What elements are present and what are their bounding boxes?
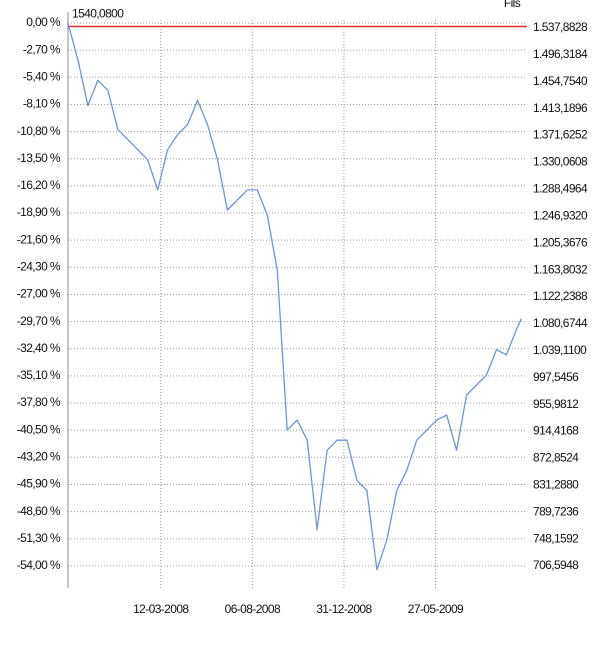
y-tick-label: -24,30 %	[17, 259, 61, 273]
y2-tick-label: 872,8524	[533, 451, 579, 465]
y-tick-label: -54,00 %	[17, 558, 61, 572]
y-tick-label: -5,40 %	[23, 69, 61, 83]
y2-tick-label: 1.537,8828	[533, 20, 588, 34]
y-tick-label: -37,80 %	[17, 395, 61, 409]
y-tick-label: -18,90 %	[17, 205, 61, 219]
x-tick-label: 06-08-2008	[225, 602, 281, 616]
line-series	[67, 22, 522, 571]
y-tick-label: -13,50 %	[17, 151, 61, 165]
y2-tick-label: 1.039,1100	[533, 343, 587, 357]
y2-tick-label: 1.122,2388	[533, 289, 588, 303]
y2-tick-label: 748,1592	[533, 531, 579, 545]
y2-tick-label: 831,2880	[533, 477, 579, 491]
y-tick-label: -51,30 %	[17, 531, 61, 545]
y2-axis-label: Fils	[504, 0, 521, 10]
y2-tick-label: 1.496,3184	[533, 47, 588, 61]
y2-tick-label: 1.413,1896	[533, 101, 588, 115]
x-tick-label: 27-05-2009	[408, 602, 464, 616]
y2-tick-label: 955,9812	[533, 397, 579, 411]
y2-tick-label: 1.288,4964	[533, 182, 588, 196]
y2-tick-label: 1.330,0608	[533, 155, 588, 169]
y2-tick-label: 914,4168	[533, 424, 579, 438]
y-tick-label: 0,00 %	[26, 15, 61, 29]
y-tick-label: -27,00 %	[17, 287, 61, 301]
y2-tick-label: 1.080,6744	[533, 316, 588, 330]
y2-tick-label: 1.454,7540	[533, 74, 588, 88]
y2-tick-label: 1.246,9320	[533, 208, 588, 222]
y2-tick-label: 789,7236	[533, 504, 579, 518]
y-tick-label: -48,60 %	[17, 504, 61, 518]
y-tick-label: -32,40 %	[17, 341, 61, 355]
y2-tick-label: 997,5456	[533, 370, 579, 384]
y2-tick-label: 1.205,3676	[533, 235, 588, 249]
y-tick-label: -35,10 %	[17, 368, 61, 382]
y-tick-label: -8,10 %	[23, 97, 61, 111]
y2-tick-label: 1.163,8032	[533, 262, 588, 276]
y-tick-label: -16,20 %	[17, 178, 61, 192]
y2-tick-label: 706,5948	[533, 558, 579, 572]
x-tick-label: 31-12-2008	[316, 602, 372, 616]
y-tick-label: -45,90 %	[17, 477, 61, 491]
y2-tick-label: 1.371,6252	[533, 128, 588, 142]
y-tick-label: -40,50 %	[17, 422, 61, 436]
y-tick-label: -2,70 %	[23, 42, 61, 56]
y-tick-label: -10,80 %	[17, 124, 61, 138]
y-tick-label: -29,70 %	[17, 314, 61, 328]
x-tick-label: 12-03-2008	[133, 602, 189, 616]
y-tick-label: -21,60 %	[17, 232, 61, 246]
reference-label: 1540,0800	[72, 7, 124, 21]
y-tick-label: -43,20 %	[17, 449, 61, 463]
